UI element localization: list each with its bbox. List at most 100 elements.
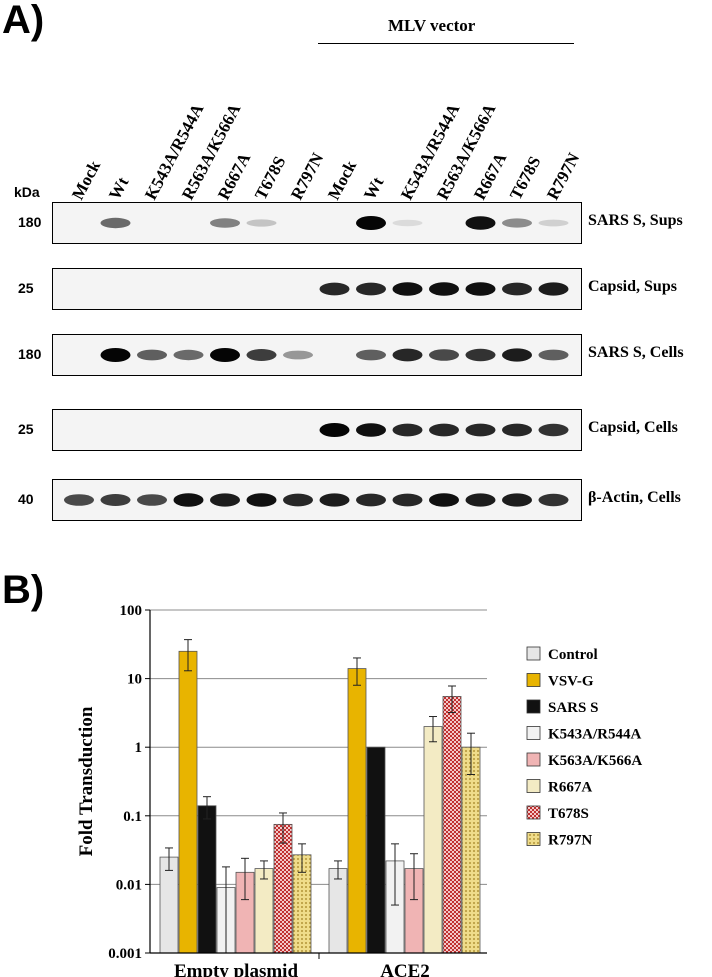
blot-image [52,479,582,521]
blot-band [502,282,532,296]
legend-swatch [526,805,541,820]
molecular-weight-marker: 40 [18,491,34,507]
blot-band [210,348,240,362]
legend-label: R797N [548,833,592,849]
legend-swatch [526,646,541,661]
legend-swatch [526,699,541,714]
lane-label: R797N [542,149,583,203]
blot-band [538,282,569,296]
bar [159,856,179,954]
blot-band [100,217,131,229]
y-tick-label: 0.1 [123,809,142,825]
mlv-vector-bracket-line [318,43,574,44]
molecular-weight-marker: 180 [18,214,42,230]
blot-band [465,216,496,230]
blot-band [246,493,277,507]
blot-image [52,268,582,310]
lane-label: R667A [214,149,255,203]
blot-band [64,494,94,506]
x-category-label: ACE2 [380,961,430,977]
panel-b-letter: B) [2,568,45,612]
blot-band [465,423,496,437]
bar [347,668,367,954]
blot-band [538,349,569,361]
blot-image [52,409,582,451]
lane-label: T678S [506,153,545,203]
blot-band [246,349,277,361]
blot-band [356,216,386,230]
blot-band [429,493,459,507]
bar [273,823,293,954]
blot-band [319,493,350,507]
legend-swatch [526,779,541,793]
blot-band [100,494,131,506]
blot-label: SARS S, Cells [588,344,684,361]
blot-band [465,493,496,507]
blot-band [319,282,350,296]
legend-swatch [526,726,541,740]
legend-swatch [526,673,541,687]
blot-label: Capsid, Sups [588,278,677,295]
blot-band [429,423,459,437]
blot-band [502,423,532,437]
y-tick-label: 100 [120,603,143,619]
legend-label: K563A/K566A [548,753,642,769]
y-tick-label: 10 [127,672,142,688]
legend-label: T678S [548,806,589,822]
blot-band [246,219,277,227]
bar [442,696,462,954]
bar [254,868,274,954]
chart-legend: Control VSV-G SARS S K543A/R544A K563A/K566A… [526,646,642,849]
bar [197,805,217,954]
kda-label: kDa [14,184,40,200]
lane-label: Mock [68,157,105,203]
blot-band [429,282,459,296]
blot-band [173,349,204,361]
bar [328,868,348,954]
blot-band [538,493,569,507]
blot-band [465,282,496,296]
blot-band [502,348,532,362]
blot-band [502,218,532,228]
legend-swatch [526,832,541,846]
blot-band [538,219,569,227]
blot-band [173,493,204,507]
molecular-weight-marker: 180 [18,346,42,362]
y-tick-label: 1 [135,740,143,756]
lane-label: R797N [287,149,328,203]
blot-band [319,423,350,437]
blot-band [356,423,386,437]
blot-band [429,349,459,361]
blot-band [356,493,386,507]
blot-band [137,494,167,506]
legend-label: R667A [548,780,592,796]
blot-band [392,282,423,296]
lane-label: Wt [104,173,132,203]
blot-label: Capsid, Cells [588,419,678,436]
blot-band [392,493,423,507]
blot-band [392,423,423,437]
molecular-weight-marker: 25 [18,421,34,437]
blot-band [538,423,569,437]
blot-band [100,348,131,362]
legend-label: VSV-G [548,674,594,690]
blot-band [210,218,240,228]
legend-label: Control [548,647,598,663]
bar [366,746,386,954]
x-category-label: Empty plasmid [174,961,298,977]
blot-image [52,202,582,244]
blot-label: SARS S, Sups [588,212,683,229]
blot-label: β-Actin, Cells [588,489,681,506]
legend-swatch [526,752,541,767]
lane-label: R667A [469,149,510,203]
blot-band [356,349,386,361]
blot-band [465,348,496,362]
blot-band [210,493,240,507]
y-axis-label: Fold Transduction [76,706,97,856]
legend-label: K543A/R544A [548,727,642,743]
blot-image [52,334,582,376]
mlv-vector-label: MLV vector [388,16,476,35]
blot-band [502,493,532,507]
blot-band [356,282,386,296]
legend-label: SARS S [548,700,598,716]
